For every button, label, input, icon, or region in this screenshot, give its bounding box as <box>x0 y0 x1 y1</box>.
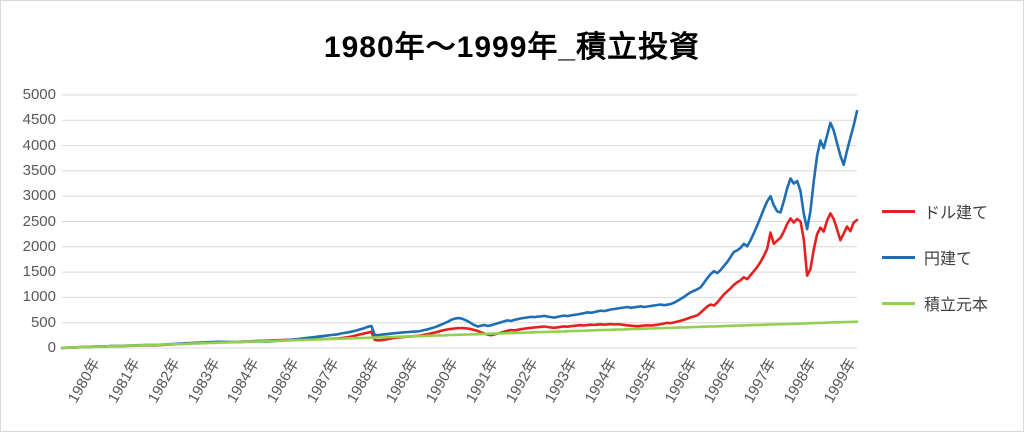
principal-line-swatch <box>882 301 915 305</box>
legend-item-dollar: ドル建て <box>882 200 988 222</box>
legend: ドル建て 円建て 積立元本 <box>882 200 988 338</box>
series-line-0 <box>60 212 859 350</box>
legend-item-yen: 円建て <box>882 246 988 268</box>
legend-label-yen: 円建て <box>924 251 973 268</box>
chart-title: 1980年～1999年_積立投資 <box>323 31 701 64</box>
series-line-1 <box>60 109 859 350</box>
y-tick-label: 3500 <box>22 161 56 179</box>
y-tick-label: 2500 <box>22 212 56 230</box>
y-tick-label: 0 <box>47 339 56 356</box>
legend-label-principal: 積立元本 <box>924 297 989 314</box>
yen-line-swatch <box>882 255 915 259</box>
y-tick-label: 5000 <box>22 86 56 103</box>
legend-item-principal: 積立元本 <box>882 292 988 314</box>
y-tick-label: 500 <box>30 313 56 331</box>
y-tick-label: 1000 <box>22 288 56 306</box>
y-tick-label: 4000 <box>22 136 56 154</box>
series-line-2 <box>60 320 859 350</box>
y-tick-label: 1500 <box>22 263 56 281</box>
y-tick-label: 4500 <box>22 111 56 129</box>
y-tick-label: 3000 <box>22 187 56 205</box>
legend-label-dollar: ドル建て <box>924 205 989 222</box>
y-tick-label: 2000 <box>22 237 56 255</box>
dollar-line-swatch <box>882 209 915 213</box>
